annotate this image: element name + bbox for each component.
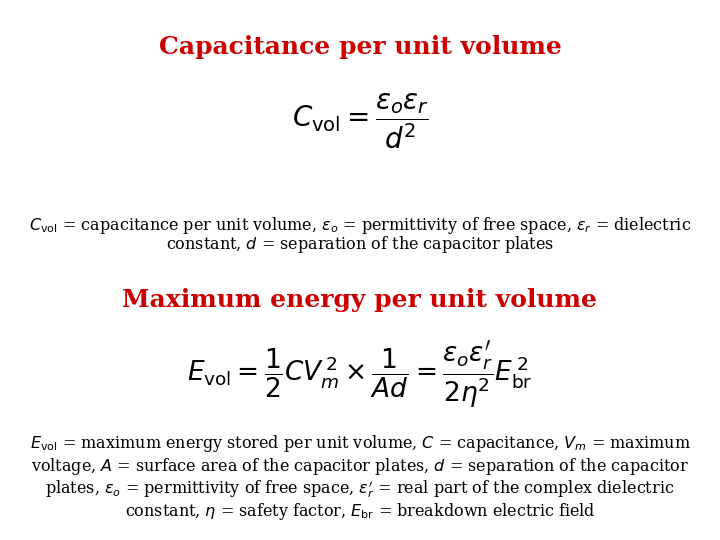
Text: plates, $\varepsilon_o$ = permittivity of free space, $\varepsilon_r'$ = real pa: plates, $\varepsilon_o$ = permittivity o… <box>45 478 675 500</box>
Text: Maximum energy per unit volume: Maximum energy per unit volume <box>122 288 598 312</box>
Text: constant, $\eta$ = safety factor, $E_{\mathrm{br}}$ = breakdown electric field: constant, $\eta$ = safety factor, $E_{\m… <box>125 502 595 522</box>
Text: Capacitance per unit volume: Capacitance per unit volume <box>158 35 562 59</box>
Text: constant, $d$ = separation of the capacitor plates: constant, $d$ = separation of the capaci… <box>166 234 554 254</box>
Text: $E_{\mathrm{vol}}$ = maximum energy stored per unit volume, $C$ = capacitance, $: $E_{\mathrm{vol}}$ = maximum energy stor… <box>30 434 690 454</box>
Text: voltage, $A$ = surface area of the capacitor plates, $d$ = separation of the cap: voltage, $A$ = surface area of the capac… <box>31 456 689 477</box>
Text: $E_{\mathrm{vol}} = \dfrac{1}{2}CV_m^{\,2} \times \dfrac{1}{Ad} = \dfrac{\vareps: $E_{\mathrm{vol}} = \dfrac{1}{2}CV_m^{\,… <box>187 339 533 411</box>
Text: $C_{\mathrm{vol}} = \dfrac{\varepsilon_o \varepsilon_r}{d^2}$: $C_{\mathrm{vol}} = \dfrac{\varepsilon_o… <box>292 92 428 151</box>
Text: $C_{\mathrm{vol}}$ = capacitance per unit volume, $\varepsilon_o$ = permittivity: $C_{\mathrm{vol}}$ = capacitance per uni… <box>29 215 691 236</box>
